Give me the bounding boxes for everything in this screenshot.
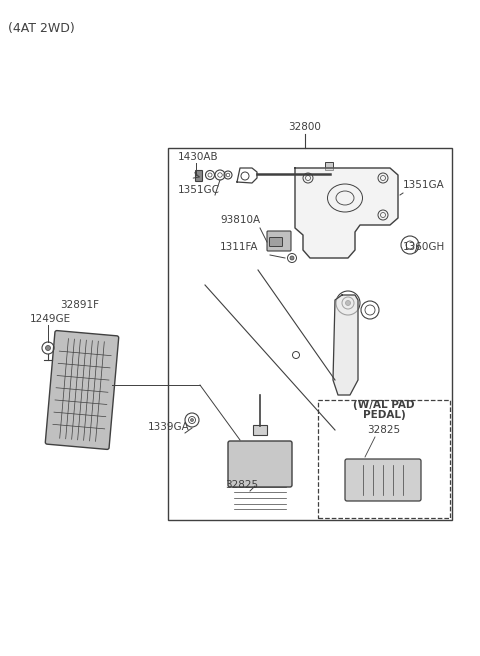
FancyBboxPatch shape [45,331,119,449]
Text: 32825: 32825 [367,425,401,435]
FancyBboxPatch shape [253,425,267,435]
Text: 32825: 32825 [225,480,258,490]
FancyBboxPatch shape [195,171,203,182]
Text: 93810A: 93810A [220,215,260,225]
Text: (W/AL PAD: (W/AL PAD [353,400,415,410]
FancyBboxPatch shape [267,231,291,251]
Text: 32800: 32800 [288,122,322,132]
FancyBboxPatch shape [269,237,283,247]
FancyBboxPatch shape [345,459,421,501]
Circle shape [191,419,193,422]
Circle shape [346,300,350,306]
Text: 1351GA: 1351GA [403,180,445,190]
Text: (4AT 2WD): (4AT 2WD) [8,22,75,35]
Circle shape [290,256,294,260]
Text: 1249GE: 1249GE [30,314,71,324]
Text: PEDAL): PEDAL) [362,410,406,420]
Polygon shape [295,168,398,258]
Bar [318,400,450,518]
Text: 1311FA: 1311FA [220,242,259,252]
Bar [325,162,333,170]
Text: 1360GH: 1360GH [403,242,445,252]
Text: 32891F: 32891F [60,300,99,310]
Text: 1351GC: 1351GC [178,185,220,195]
FancyBboxPatch shape [228,441,292,487]
Polygon shape [333,295,358,395]
Text: 1430AB: 1430AB [178,152,218,162]
Bar [168,148,452,520]
Circle shape [46,346,50,350]
Text: 1339GA: 1339GA [148,422,190,432]
